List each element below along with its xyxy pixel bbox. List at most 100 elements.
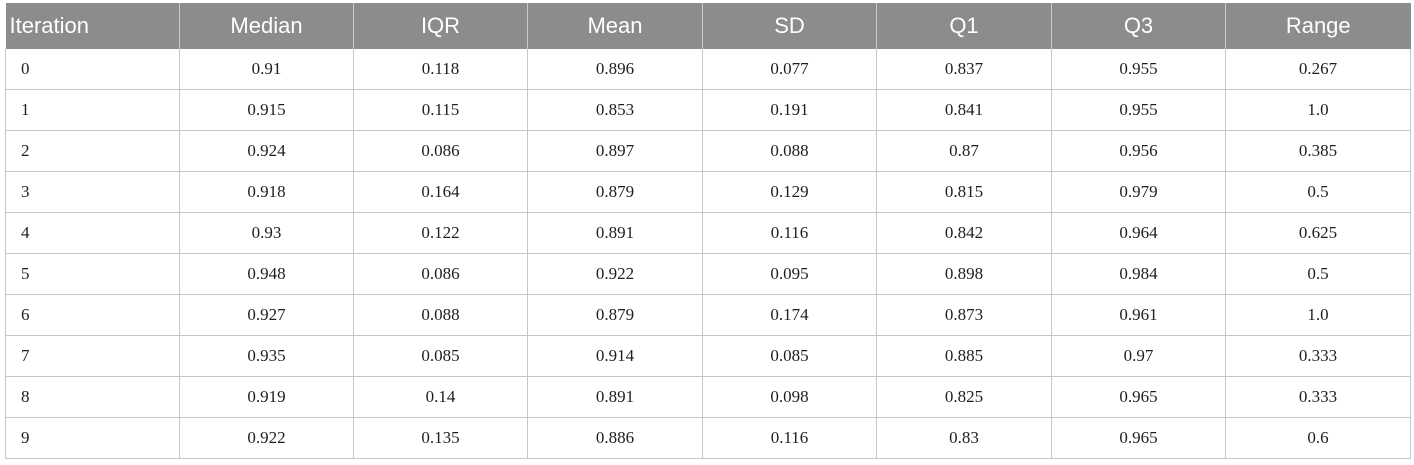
cell-iteration: 5 (5, 253, 180, 295)
table-row: 5 0.948 0.086 0.922 0.095 0.898 0.984 0.5 (5, 253, 1411, 295)
cell-q1: 0.873 (876, 294, 1052, 336)
cell-range: 0.333 (1225, 335, 1411, 377)
column-header-median: Median (179, 3, 354, 49)
cell-range: 0.625 (1225, 212, 1411, 254)
cell-q3: 0.965 (1051, 376, 1226, 418)
cell-iteration: 7 (5, 335, 180, 377)
cell-median: 0.922 (179, 417, 354, 459)
cell-range: 0.267 (1225, 49, 1411, 90)
column-header-range: Range (1225, 3, 1411, 49)
cell-mean: 0.922 (527, 253, 703, 295)
cell-mean: 0.896 (527, 49, 703, 90)
header-row: Iteration Median IQR Mean SD Q1 Q3 Range (5, 3, 1411, 49)
cell-iteration: 4 (5, 212, 180, 254)
cell-median: 0.924 (179, 130, 354, 172)
cell-q3: 0.956 (1051, 130, 1226, 172)
cell-median: 0.915 (179, 89, 354, 131)
cell-range: 0.333 (1225, 376, 1411, 418)
statistics-table-container: Iteration Median IQR Mean SD Q1 Q3 Range 0 0.91 0… (5, 3, 1411, 459)
column-header-q3: Q3 (1051, 3, 1226, 49)
cell-median: 0.91 (179, 49, 354, 90)
cell-mean: 0.853 (527, 89, 703, 131)
column-header-mean: Mean (527, 3, 703, 49)
cell-iqr: 0.14 (353, 376, 528, 418)
cell-median: 0.918 (179, 171, 354, 213)
cell-q1: 0.825 (876, 376, 1052, 418)
cell-range: 0.5 (1225, 171, 1411, 213)
cell-iqr: 0.118 (353, 49, 528, 90)
table-body: 0 0.91 0.118 0.896 0.077 0.837 0.955 0.267 1 0.91… (5, 49, 1411, 459)
cell-q1: 0.842 (876, 212, 1052, 254)
cell-sd: 0.098 (702, 376, 877, 418)
cell-q1: 0.87 (876, 130, 1052, 172)
cell-median: 0.948 (179, 253, 354, 295)
cell-q1: 0.83 (876, 417, 1052, 459)
cell-iqr: 0.085 (353, 335, 528, 377)
cell-range: 0.6 (1225, 417, 1411, 459)
table-row: 9 0.922 0.135 0.886 0.116 0.83 0.965 0.6 (5, 417, 1411, 459)
cell-iteration: 2 (5, 130, 180, 172)
table-row: 8 0.919 0.14 0.891 0.098 0.825 0.965 0.333 (5, 376, 1411, 418)
cell-iteration: 6 (5, 294, 180, 336)
cell-median: 0.935 (179, 335, 354, 377)
cell-sd: 0.095 (702, 253, 877, 295)
cell-q3: 0.961 (1051, 294, 1226, 336)
cell-mean: 0.886 (527, 417, 703, 459)
statistics-table: Iteration Median IQR Mean SD Q1 Q3 Range 0 0.91 0… (5, 3, 1411, 459)
cell-median: 0.927 (179, 294, 354, 336)
cell-median: 0.93 (179, 212, 354, 254)
column-header-iqr: IQR (353, 3, 528, 49)
table-row: 1 0.915 0.115 0.853 0.191 0.841 0.955 1.0 (5, 89, 1411, 131)
cell-iteration: 9 (5, 417, 180, 459)
table-header: Iteration Median IQR Mean SD Q1 Q3 Range (5, 3, 1411, 49)
column-header-sd: SD (702, 3, 877, 49)
cell-q3: 0.979 (1051, 171, 1226, 213)
cell-iqr: 0.086 (353, 253, 528, 295)
cell-mean: 0.891 (527, 212, 703, 254)
cell-iqr: 0.115 (353, 89, 528, 131)
cell-q3: 0.965 (1051, 417, 1226, 459)
column-header-q1: Q1 (876, 3, 1052, 49)
cell-mean: 0.879 (527, 294, 703, 336)
cell-q1: 0.885 (876, 335, 1052, 377)
cell-range: 0.5 (1225, 253, 1411, 295)
cell-median: 0.919 (179, 376, 354, 418)
cell-range: 0.385 (1225, 130, 1411, 172)
cell-sd: 0.116 (702, 212, 877, 254)
cell-sd: 0.077 (702, 49, 877, 90)
cell-iteration: 1 (5, 89, 180, 131)
cell-q1: 0.837 (876, 49, 1052, 90)
cell-q1: 0.841 (876, 89, 1052, 131)
cell-sd: 0.129 (702, 171, 877, 213)
cell-iqr: 0.122 (353, 212, 528, 254)
table-row: 6 0.927 0.088 0.879 0.174 0.873 0.961 1.0 (5, 294, 1411, 336)
cell-sd: 0.174 (702, 294, 877, 336)
cell-iqr: 0.135 (353, 417, 528, 459)
cell-q3: 0.955 (1051, 89, 1226, 131)
cell-iqr: 0.088 (353, 294, 528, 336)
cell-sd: 0.085 (702, 335, 877, 377)
cell-q3: 0.955 (1051, 49, 1226, 90)
cell-iqr: 0.164 (353, 171, 528, 213)
cell-range: 1.0 (1225, 89, 1411, 131)
cell-q3: 0.964 (1051, 212, 1226, 254)
cell-mean: 0.879 (527, 171, 703, 213)
cell-q3: 0.984 (1051, 253, 1226, 295)
cell-sd: 0.116 (702, 417, 877, 459)
table-row: 3 0.918 0.164 0.879 0.129 0.815 0.979 0.5 (5, 171, 1411, 213)
table-row: 0 0.91 0.118 0.896 0.077 0.837 0.955 0.267 (5, 49, 1411, 90)
cell-range: 1.0 (1225, 294, 1411, 336)
table-row: 2 0.924 0.086 0.897 0.088 0.87 0.956 0.385 (5, 130, 1411, 172)
cell-q1: 0.815 (876, 171, 1052, 213)
cell-iteration: 8 (5, 376, 180, 418)
column-header-iteration: Iteration (5, 3, 180, 49)
cell-sd: 0.088 (702, 130, 877, 172)
cell-iqr: 0.086 (353, 130, 528, 172)
table-row: 4 0.93 0.122 0.891 0.116 0.842 0.964 0.625 (5, 212, 1411, 254)
cell-iteration: 0 (5, 49, 180, 90)
cell-q3: 0.97 (1051, 335, 1226, 377)
table-row: 7 0.935 0.085 0.914 0.085 0.885 0.97 0.333 (5, 335, 1411, 377)
cell-iteration: 3 (5, 171, 180, 213)
cell-mean: 0.914 (527, 335, 703, 377)
cell-mean: 0.891 (527, 376, 703, 418)
